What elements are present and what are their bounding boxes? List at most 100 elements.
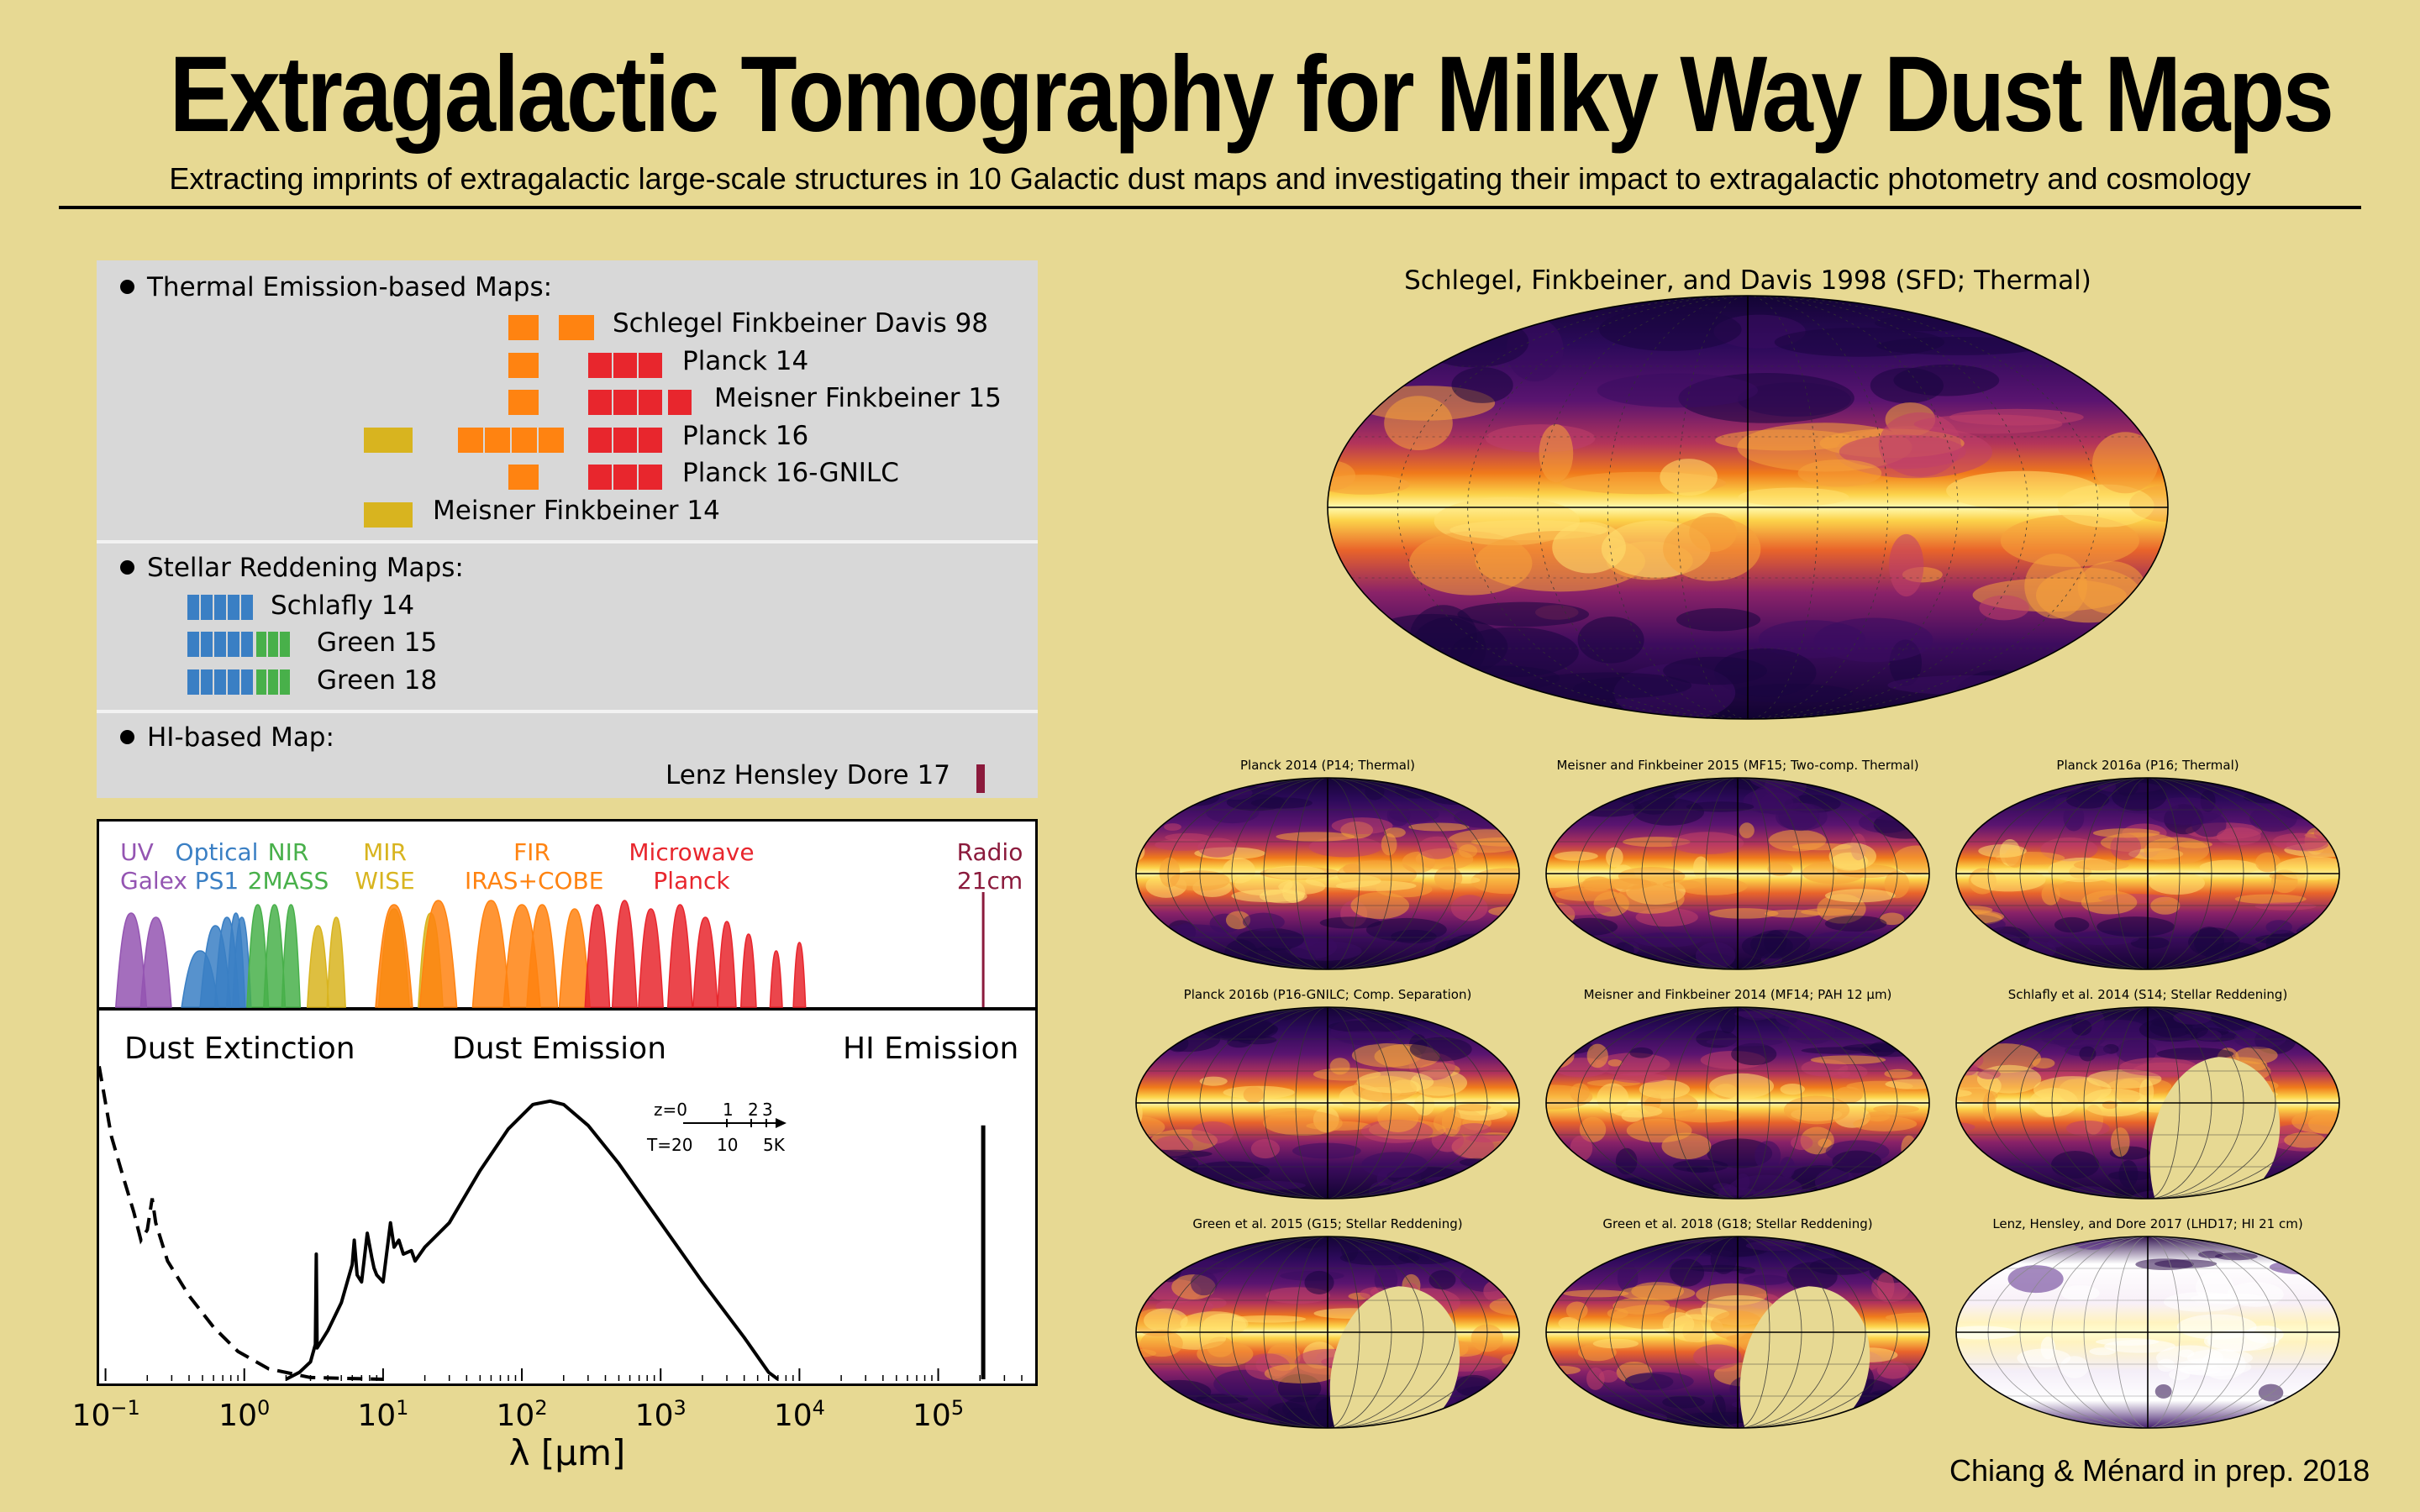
map-texture xyxy=(1828,843,1876,870)
map-texture xyxy=(1546,778,1602,799)
map-texture xyxy=(1824,1236,1846,1249)
map-texture xyxy=(1868,808,1929,821)
map-texture xyxy=(1608,1007,1665,1013)
map-texture xyxy=(1569,784,1597,801)
map-texture xyxy=(1616,884,1685,914)
map-texture xyxy=(1660,459,1718,496)
map-texture xyxy=(1809,1257,1873,1275)
dust-emission-curve xyxy=(285,1099,779,1381)
map-texture xyxy=(2032,1058,2055,1068)
map-texture xyxy=(1428,1185,1491,1195)
bullet-icon xyxy=(120,730,134,744)
map-texture xyxy=(1956,1187,2012,1199)
map-texture xyxy=(1573,797,1642,817)
map-texture xyxy=(2118,1159,2139,1188)
map-texture xyxy=(1265,865,1325,879)
map-texture xyxy=(1876,1272,1895,1302)
map-texture xyxy=(1492,1414,1516,1428)
map-texture xyxy=(2260,954,2283,969)
map-texture xyxy=(1304,1270,1334,1295)
filter-curve-mir xyxy=(326,916,346,1008)
x-tick-label: 104 xyxy=(773,1396,825,1433)
inset-t-tick: 10 xyxy=(717,1135,739,1155)
map-texture xyxy=(1661,1132,1712,1160)
section-title-hi: HI-based Map: xyxy=(147,722,334,753)
map-texture xyxy=(1484,1028,1519,1040)
band-block xyxy=(512,428,537,453)
map-texture xyxy=(2254,902,2317,911)
map-texture xyxy=(1136,1405,1153,1418)
map-texture xyxy=(1693,1344,1742,1370)
poster-title: Extragalactic Tomography for Milky Way D… xyxy=(169,34,2334,155)
band-block xyxy=(613,353,637,378)
map-texture xyxy=(1974,1236,2002,1243)
map-texture xyxy=(1965,1052,1984,1068)
map-texture xyxy=(1190,1271,1218,1296)
map-texture xyxy=(1489,932,1519,956)
map-texture xyxy=(1672,1159,1728,1173)
map-texture xyxy=(1709,908,1779,919)
map-texture xyxy=(1328,648,1420,679)
map-texture xyxy=(1305,874,1381,889)
map-texture xyxy=(1553,1398,1589,1406)
map-texture xyxy=(2041,883,2060,906)
small-map-title: Meisner and Finkbeiner 2015 (MF15; Two-c… xyxy=(1556,758,1919,773)
section-divider xyxy=(97,710,1038,713)
map-texture xyxy=(2065,790,2110,809)
map-texture xyxy=(1676,608,1761,632)
map-texture xyxy=(1446,933,1503,962)
band-block xyxy=(976,764,985,793)
map-texture xyxy=(2072,343,2168,369)
band-block xyxy=(539,428,564,453)
band-block xyxy=(668,390,692,415)
map-texture xyxy=(1140,1330,1183,1357)
small-map-lhd17 xyxy=(1955,1236,2340,1429)
map-texture xyxy=(1141,1182,1159,1199)
map-texture xyxy=(1173,1236,1205,1255)
map-texture xyxy=(1828,1068,1851,1079)
map-texture xyxy=(2060,1356,2089,1378)
map-texture xyxy=(1617,1263,1639,1293)
band-block xyxy=(280,669,290,695)
filter-curve-mir xyxy=(306,925,330,1008)
map-texture xyxy=(1231,889,1305,903)
map-texture xyxy=(1489,1296,1519,1316)
section-title-stellar: Stellar Reddening Maps: xyxy=(147,553,464,583)
map-texture xyxy=(1243,1086,1265,1104)
map-texture xyxy=(1356,1070,1434,1094)
map-texture xyxy=(1612,1073,1668,1084)
map-texture xyxy=(1162,1236,1237,1242)
map-texture xyxy=(1195,1236,1219,1251)
filter-curve-uv xyxy=(114,912,148,1008)
map-texture xyxy=(1988,778,2062,785)
map-texture xyxy=(1421,297,1530,337)
map-texture xyxy=(1791,1135,1813,1151)
map-label-planck14: Planck 14 xyxy=(682,346,809,376)
map-texture xyxy=(1977,933,2021,948)
map-texture xyxy=(1607,1058,1623,1067)
map-texture xyxy=(2039,663,2149,719)
map-texture xyxy=(1447,778,1519,794)
map-texture xyxy=(2173,1011,2212,1025)
map-texture xyxy=(1207,1020,1279,1037)
band-block xyxy=(228,632,239,657)
label-dust-emission: Dust Emission xyxy=(452,1032,667,1066)
filter-curve-microwave xyxy=(769,950,783,1008)
filter-curve-nir xyxy=(281,904,302,1008)
map-texture xyxy=(1553,778,1608,804)
filter-curve-microwave xyxy=(584,904,611,1008)
map-outline xyxy=(1955,1236,2340,1429)
map-texture xyxy=(1292,1142,1361,1159)
map-texture xyxy=(1170,870,1230,891)
map-texture xyxy=(1824,916,1887,932)
map-texture xyxy=(1497,1033,1519,1053)
band-block xyxy=(508,465,539,490)
map-texture xyxy=(1170,1236,1188,1249)
map-texture xyxy=(1738,487,1849,507)
map-texture xyxy=(1832,1150,1882,1173)
map-texture xyxy=(1813,617,1933,663)
label-dust-extinction: Dust Extinction xyxy=(124,1032,355,1066)
poster-subtitle: Extracting imprints of extragalactic lar… xyxy=(169,161,2251,196)
map-texture xyxy=(2096,916,2175,937)
big-map-title: Schlegel, Finkbeiner, and Davis 1998 (SF… xyxy=(1404,265,2091,296)
